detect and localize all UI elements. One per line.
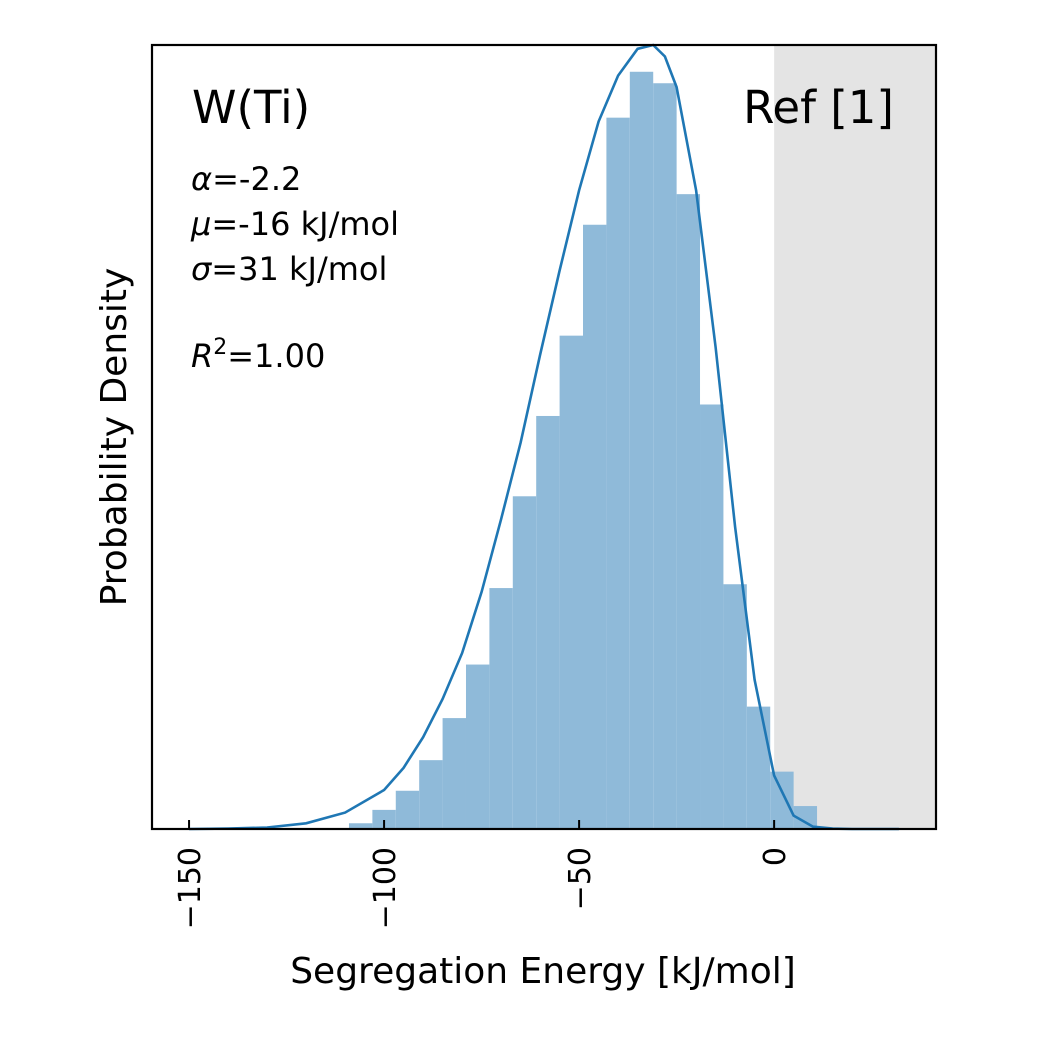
histogram-bar (723, 584, 747, 829)
histogram-bar (489, 588, 513, 829)
annotation-sigma: σ=31 kJ/mol (191, 250, 387, 288)
histogram-bar (770, 771, 794, 829)
histogram-bar (348, 823, 373, 829)
histogram-bar (419, 760, 443, 829)
histogram-bar (793, 806, 818, 829)
x-tick-label: −100 (368, 847, 403, 929)
histogram-bar (606, 117, 630, 830)
histogram-bars (348, 71, 818, 830)
histogram-bar (442, 718, 466, 829)
histogram-bar (395, 790, 420, 829)
plot-frame (150, 43, 938, 831)
histogram-bar (512, 496, 537, 829)
histogram-bar (465, 664, 490, 829)
annotation-alpha: α=-2.2 (191, 160, 301, 198)
histogram-bar (559, 335, 584, 829)
x-tick-label: 0 (758, 847, 793, 866)
reference-shaded-region (774, 45, 936, 829)
histogram-bar (653, 83, 677, 830)
histogram-bar (700, 404, 724, 829)
histogram-bar (372, 809, 396, 829)
y-axis-label: Probability Density (94, 268, 135, 607)
x-tick-label: −50 (563, 847, 598, 910)
x-axis-ticks: −150 −100 −50 0 (173, 820, 793, 929)
histogram-bar (536, 415, 560, 829)
histogram-bar (629, 71, 654, 829)
histogram-bar (746, 706, 771, 829)
fit-curve (189, 43, 899, 831)
x-tick-label: −150 (173, 847, 208, 929)
reference-label: Ref [1] (743, 81, 894, 134)
annotation-r-squared: R2=1.00 (191, 335, 325, 375)
histogram-bar (583, 224, 607, 829)
annotation-mu: μ=-16 kJ/mol (190, 205, 399, 243)
chart-title: W(Ti) (192, 81, 310, 134)
histogram-bar (676, 194, 701, 829)
x-axis-label: Segregation Energy [kJ/mol] (290, 951, 796, 992)
